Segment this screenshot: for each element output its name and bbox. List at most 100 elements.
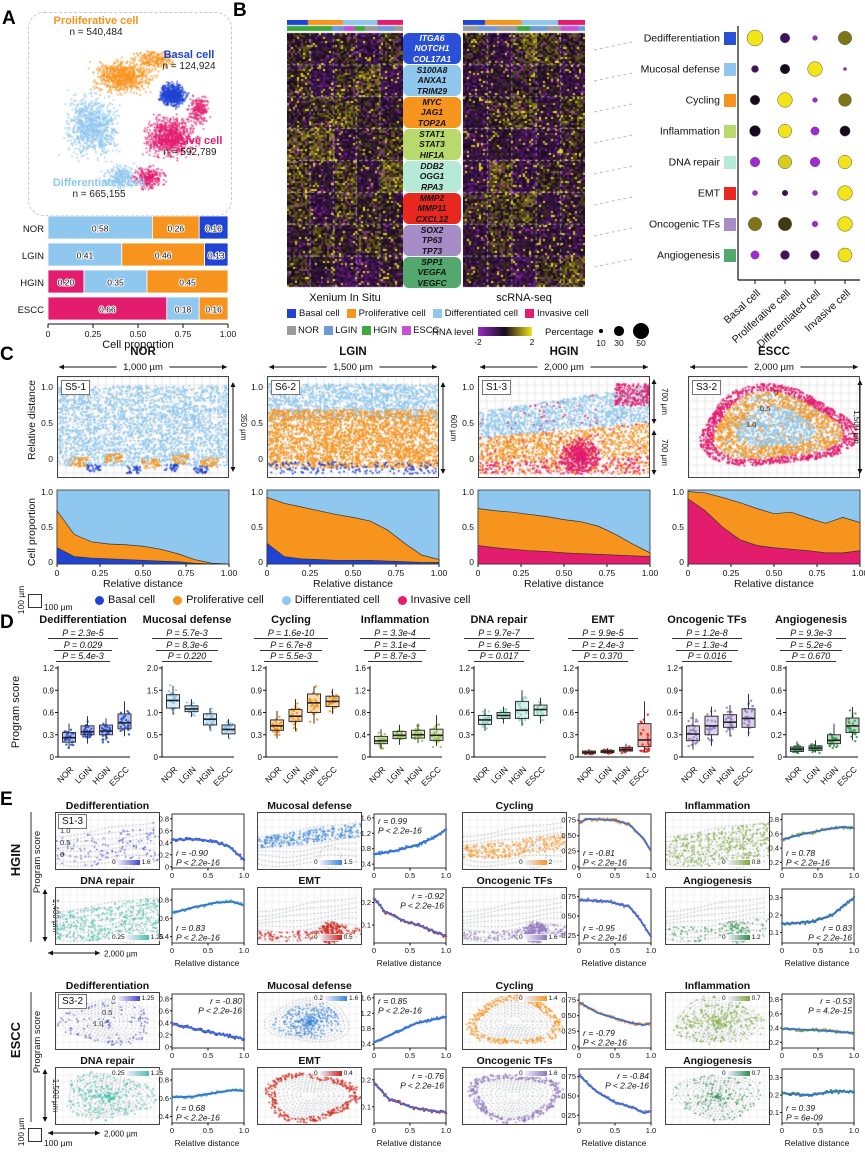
c-area-chart-lgin: 1.00.500 0.25 0.50 0.75 1.00 bbox=[251, 487, 447, 578]
e-colorbar-max: 0.8 bbox=[751, 859, 761, 866]
svg-text:P < 2.2e-16: P < 2.2e-16 bbox=[176, 858, 220, 868]
svg-text:0.9: 0.9 bbox=[667, 686, 679, 695]
c-sample-label: S5-1 bbox=[61, 380, 91, 395]
e-program-title: Angiogenesis bbox=[683, 875, 752, 887]
d-pvalue: P = 0.670 bbox=[764, 651, 858, 662]
svg-text:1.0: 1.0 bbox=[646, 871, 656, 880]
e-colorbar-max: 1.6 bbox=[548, 1070, 558, 1077]
d-plot-title: Oncogenic TFs bbox=[667, 614, 747, 626]
d-pvalue: P = 5.2e-6 bbox=[764, 639, 858, 651]
d-pvalue-text: P = 6.7e-8 bbox=[260, 639, 322, 651]
svg-text:1.0: 1.0 bbox=[239, 871, 249, 880]
d-pvalue-text: P = 0.670 bbox=[785, 651, 837, 662]
e-xlabel: Relative distance bbox=[376, 958, 442, 968]
scale-bar-vertical: 700 µm bbox=[651, 379, 669, 424]
e-colorbar-max: 1.25 bbox=[150, 934, 164, 941]
gene-group-0: ITGA6 NOTCH1 COL17A1 bbox=[403, 33, 461, 64]
svg-text:1.0: 1.0 bbox=[849, 1126, 859, 1135]
e-colorbar-max: 1.25 bbox=[141, 995, 155, 1002]
legend-label: Invasive cell bbox=[410, 594, 471, 606]
svg-text:0.4: 0.4 bbox=[769, 844, 779, 853]
legend-swatch bbox=[346, 309, 356, 318]
svg-text:0: 0 bbox=[165, 1042, 169, 1051]
svg-text:0: 0 bbox=[778, 753, 783, 762]
svg-text:0.6: 0.6 bbox=[769, 829, 779, 838]
panel-d-label: D bbox=[0, 612, 14, 633]
e-scatter-hgin-2: 0 0.25 0.50 0.75 0 0.5 1.0 r = -0.81P < 2.2e-16 bbox=[561, 813, 656, 880]
e-colorbar-gradient bbox=[524, 996, 547, 1001]
e-scatter-hgin-3: 0.2 0.4 0.6 0.8 0 0.5 1.0 r = 0.78P < 2.2e-16 bbox=[769, 813, 859, 880]
e-colorbar-min: 0 bbox=[722, 859, 726, 866]
e-xlabel: Relative distance bbox=[581, 1138, 647, 1148]
gene-label: TOP2A bbox=[417, 117, 447, 128]
svg-text:1.0: 1.0 bbox=[41, 487, 53, 497]
d-pvalue: P = 5.7e-3 bbox=[140, 628, 234, 639]
svg-text:0.4: 0.4 bbox=[159, 838, 169, 847]
gene-label: TP73 bbox=[421, 245, 443, 256]
celltype-legend: Basal cell Proliferative cell Differentiat… bbox=[287, 308, 589, 319]
svg-text:0.8: 0.8 bbox=[361, 844, 371, 853]
legend-label: Differentiated cell bbox=[444, 308, 518, 319]
svg-text:0.8: 0.8 bbox=[159, 895, 169, 904]
svg-text:0: 0 bbox=[780, 1051, 784, 1060]
svg-text:0: 0 bbox=[570, 753, 575, 762]
rna-level-label: RNA level bbox=[432, 327, 474, 338]
umap-cluster-count: n = 665,155 bbox=[72, 189, 126, 200]
d-pvalue-text: P = 8.3e-6 bbox=[156, 639, 218, 651]
gene-group-5: MMP2 MMP11 CXCL12 bbox=[403, 193, 461, 224]
svg-text:0.5: 0.5 bbox=[405, 1051, 415, 1060]
svg-text:0.8: 0.8 bbox=[159, 814, 169, 823]
e-colorbar-max: 1.6 bbox=[349, 995, 359, 1002]
e-colorbar: 0 1.4 bbox=[518, 995, 559, 1002]
e-program-title: Inflammation bbox=[684, 980, 751, 992]
gene-label: JAG1 bbox=[420, 107, 444, 118]
gene-label: VEGFA bbox=[417, 267, 447, 278]
svg-text:r = -0.84: r = -0.84 bbox=[617, 1071, 649, 1081]
svg-text:2,000 µm: 2,000 µm bbox=[754, 362, 794, 373]
d-pvalue: P = 6.9e-5 bbox=[452, 639, 546, 651]
scale-bar-horizontal: 1,000 µm bbox=[59, 360, 227, 373]
svg-text:0.75: 0.75 bbox=[561, 996, 576, 1005]
panel-c-label: C bbox=[0, 344, 14, 365]
svg-text:0.6: 0.6 bbox=[771, 686, 783, 695]
legend-dot bbox=[281, 595, 291, 605]
svg-text:1.0: 1.0 bbox=[147, 709, 159, 718]
svg-text:0.46: 0.46 bbox=[155, 251, 172, 261]
svg-text:0.4: 0.4 bbox=[771, 709, 783, 718]
svg-text:1.2: 1.2 bbox=[43, 664, 55, 673]
svg-text:1.0: 1.0 bbox=[251, 487, 263, 497]
svg-text:NOR: NOR bbox=[23, 224, 44, 235]
svg-text:0.9: 0.9 bbox=[563, 686, 575, 695]
c-ytick: 0.5 bbox=[41, 418, 53, 428]
c-sample-label: S6-2 bbox=[271, 380, 301, 395]
e-colorbar: 0 1.2 bbox=[721, 934, 762, 941]
e-scatter-escc-2: 0 0.25 0.50 0.75 0 0.5 1.0 r = -0.79P < 2.2e-16 bbox=[561, 993, 656, 1060]
legend-item: Differentiated cell bbox=[432, 308, 518, 319]
svg-text:0: 0 bbox=[577, 871, 581, 880]
legend-swatch bbox=[287, 326, 296, 335]
svg-text:0.6: 0.6 bbox=[667, 709, 679, 718]
e-program-title: Oncogenic TFs bbox=[476, 875, 553, 887]
svg-text:LGIN: LGIN bbox=[385, 764, 406, 785]
svg-text:LGIN: LGIN bbox=[593, 764, 614, 785]
e-program-title: Dedifferentiation bbox=[65, 800, 150, 812]
svg-text:1.0: 1.0 bbox=[441, 946, 451, 955]
e-colorbar: 0 1.25 bbox=[111, 995, 156, 1002]
heatmap-scrnaseq bbox=[463, 20, 585, 288]
d-pvalue: P = 9.7e-7 bbox=[452, 628, 546, 639]
gene-label: SPP1 bbox=[421, 257, 443, 267]
gene-label: TP63 bbox=[421, 235, 443, 246]
svg-text:1.6: 1.6 bbox=[355, 664, 367, 673]
d-pvalue-text: P = 2.4e-3 bbox=[572, 639, 634, 651]
e-scale-v: 100 µm bbox=[16, 1117, 26, 1147]
gene-group-2: MYC JAG1 TOP2A bbox=[403, 97, 461, 128]
svg-text:ESCC: ESCC bbox=[315, 764, 339, 788]
svg-text:0.5: 0.5 bbox=[672, 522, 684, 532]
e-scatter-escc-3: 0.2 0.4 0.6 0.8 0 0.5 1.0 r = -0.53P = 4.2e-15 bbox=[769, 993, 859, 1060]
e-scatter-hgin-7: 0.1 0.2 0.3 0 0.5 1.0 r = 0.83P < 2.2e-16 bbox=[769, 888, 859, 955]
svg-text:r = -0.76: r = -0.76 bbox=[412, 1071, 444, 1081]
svg-text:1.0: 1.0 bbox=[646, 946, 656, 955]
